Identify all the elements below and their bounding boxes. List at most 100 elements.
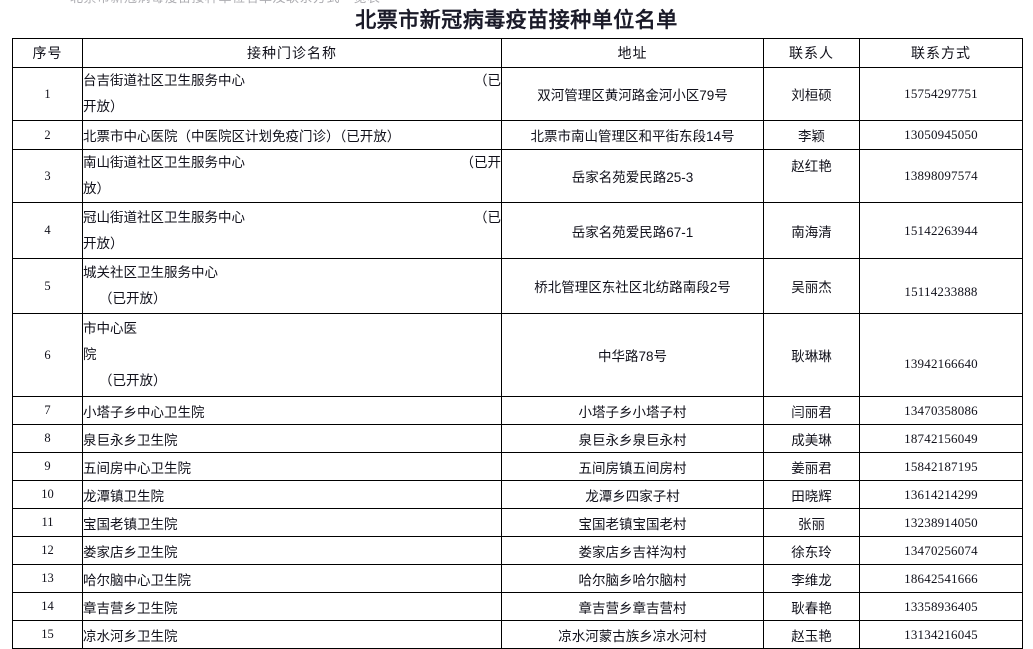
cell-clinic: 市中心医 院 （已开放） [82, 313, 502, 397]
cell-address: 娄家店乡吉祥沟村 [501, 536, 764, 565]
column-header-contact: 联系人 [763, 38, 860, 68]
table-row: 3 南山街道社区卫生服务中心 （已开 放） 岳家名苑爱民路25-3 赵红艳 138… [12, 149, 1023, 203]
cell-index: 13 [12, 564, 83, 593]
cell-phone: 15842187195 [859, 452, 1023, 481]
table-header-row: 序号 接种门诊名称 地址 联系人 联系方式 [12, 38, 1023, 68]
cell-address: 哈尔脑乡哈尔脑村 [501, 564, 764, 593]
cell-address: 五间房镇五间房村 [501, 452, 764, 481]
cell-phone: 15114233888 [859, 258, 1023, 314]
cell-contact: 姜丽君 [763, 452, 860, 481]
cell-clinic: 台吉街道社区卫生服务中心 （已 开放） [82, 67, 502, 121]
cell-phone: 13470256074 [859, 536, 1023, 565]
cell-contact: 耿琳琳 [763, 313, 860, 397]
cell-address: 小塔子乡小塔子村 [501, 396, 764, 425]
table-row: 2 北票市中心医院（中医院区计划免疫门诊）（已开放） 北票市南山管理区和平街东段… [12, 120, 1023, 150]
cell-contact: 刘桓硕 [763, 67, 860, 121]
table-body: 1 台吉街道社区卫生服务中心 （已 开放） 双河管理区黄河路金河小区79号 刘桓硕… [12, 67, 1023, 649]
column-header-clinic: 接种门诊名称 [82, 38, 502, 68]
table-row: 8 泉巨永乡卫生院 泉巨永乡泉巨永村 成美琳 18742156049 [12, 424, 1023, 453]
clinic-status-text: （已 [474, 209, 501, 225]
clipped-header-text: 北票市新冠病毒疫苗接种单位名单及联系方式一览表 [70, 0, 590, 5]
cell-clinic: 南山街道社区卫生服务中心 （已开 放） [82, 149, 502, 203]
cell-address: 章吉营乡章吉营村 [501, 592, 764, 621]
cell-clinic: 泉巨永乡卫生院 [82, 424, 502, 453]
cell-phone: 15754297751 [859, 67, 1023, 121]
table-row: 12 娄家店乡卫生院 娄家店乡吉祥沟村 徐东玲 13470256074 [12, 536, 1023, 565]
clinic-name-text: 市中心医 [83, 321, 137, 336]
cell-index: 12 [12, 536, 83, 565]
clinic-name-text: 城关社区卫生服务中心 [83, 265, 218, 280]
cell-clinic: 宝国老镇卫生院 [82, 508, 502, 537]
cell-contact: 赵玉艳 [763, 620, 860, 649]
cell-contact: 田晓辉 [763, 480, 860, 509]
clinic-status-text: （已开放） [99, 291, 167, 306]
page-title: 北票市新冠病毒疫苗接种单位名单 [355, 8, 678, 32]
table-row: 15 凉水河乡卫生院 凉水河蒙古族乡凉水河村 赵玉艳 13134216045 [12, 620, 1023, 649]
clinic-status-text: （已 [474, 73, 501, 88]
clinic-name-line2: 放） [83, 181, 110, 196]
cell-clinic: 五间房中心卫生院 [82, 452, 502, 481]
clinic-status-text: （已开放） [99, 373, 167, 388]
cell-address: 宝国老镇宝国老村 [501, 508, 764, 537]
cell-contact: 成美琳 [763, 424, 860, 453]
cell-contact: 耿春艳 [763, 592, 860, 621]
cell-index: 9 [12, 452, 83, 481]
cell-index: 8 [12, 424, 83, 453]
cell-index: 14 [12, 592, 83, 621]
cell-phone: 13050945050 [859, 120, 1023, 150]
cell-contact: 吴丽杰 [763, 258, 860, 314]
table-row: 13 哈尔脑中心卫生院 哈尔脑乡哈尔脑村 李维龙 18642541666 [12, 564, 1023, 593]
cell-phone: 13238914050 [859, 508, 1023, 537]
cell-index: 11 [12, 508, 83, 537]
table-header: 序号 接种门诊名称 地址 联系人 联系方式 [12, 38, 1023, 68]
table-row: 11 宝国老镇卫生院 宝国老镇宝国老村 张丽 13238914050 [12, 508, 1023, 537]
cell-index: 5 [12, 258, 83, 314]
cell-index: 1 [12, 67, 83, 121]
cell-contact: 赵红艳 [763, 149, 860, 203]
cell-phone: 13134216045 [859, 620, 1023, 649]
cell-contact: 南海清 [763, 202, 860, 259]
cell-index: 6 [12, 313, 83, 397]
cell-address: 龙潭乡四家子村 [501, 480, 764, 509]
cell-contact: 李维龙 [763, 564, 860, 593]
cell-phone: 15142263944 [859, 202, 1023, 259]
cell-clinic: 哈尔脑中心卫生院 [82, 564, 502, 593]
clinic-name-text: 台吉街道社区卫生服务中心 [83, 73, 245, 88]
cell-phone: 18642541666 [859, 564, 1023, 593]
cell-address: 双河管理区黄河路金河小区79号 [501, 67, 764, 121]
column-header-address: 地址 [501, 38, 764, 68]
table-row: 6 市中心医 院 （已开放） 中华路78号 耿琳琳 13942166640 [12, 313, 1023, 397]
cell-clinic: 冠山街道社区卫生服务中心 （已 开放） [82, 202, 502, 259]
clinic-name-text: 冠山街道社区卫生服务中心 [83, 209, 245, 225]
cell-address: 北票市南山管理区和平街东段14号 [501, 120, 764, 150]
column-header-phone: 联系方式 [859, 38, 1023, 68]
cell-phone: 13898097574 [859, 149, 1023, 203]
clinic-name-line2: 院 [83, 347, 97, 362]
cell-address: 泉巨永乡泉巨永村 [501, 424, 764, 453]
cell-clinic: 娄家店乡卫生院 [82, 536, 502, 565]
cell-clinic: 城关社区卫生服务中心 （已开放） [82, 258, 502, 314]
table-row: 4 冠山街道社区卫生服务中心 （已 开放） 岳家名苑爱民路67-1 南海清 151… [12, 202, 1023, 259]
cell-phone: 13942166640 [859, 313, 1023, 397]
cell-index: 3 [12, 149, 83, 203]
table-row: 5 城关社区卫生服务中心 （已开放） 桥北管理区东社区北纺路南段2号 吴丽杰 1… [12, 258, 1023, 314]
cell-phone: 18742156049 [859, 424, 1023, 453]
cell-contact: 李颖 [763, 120, 860, 150]
cell-contact: 张丽 [763, 508, 860, 537]
cell-clinic: 小塔子乡中心卫生院 [82, 396, 502, 425]
cell-clinic: 章吉营乡卫生院 [82, 592, 502, 621]
cell-index: 15 [12, 620, 83, 649]
cell-address: 岳家名苑爱民路67-1 [501, 202, 764, 259]
cell-clinic: 凉水河乡卫生院 [82, 620, 502, 649]
clinic-name-text: 南山街道社区卫生服务中心 [83, 155, 245, 170]
cell-address: 凉水河蒙古族乡凉水河村 [501, 620, 764, 649]
cell-address: 桥北管理区东社区北纺路南段2号 [501, 258, 764, 314]
cell-phone: 13358936405 [859, 592, 1023, 621]
cell-contact: 徐东玲 [763, 536, 860, 565]
column-header-index: 序号 [12, 38, 83, 68]
clinic-name-line2: 开放） [83, 99, 124, 114]
cell-index: 7 [12, 396, 83, 425]
clinic-name-line2: 开放） [83, 235, 124, 251]
cell-contact: 闫丽君 [763, 396, 860, 425]
